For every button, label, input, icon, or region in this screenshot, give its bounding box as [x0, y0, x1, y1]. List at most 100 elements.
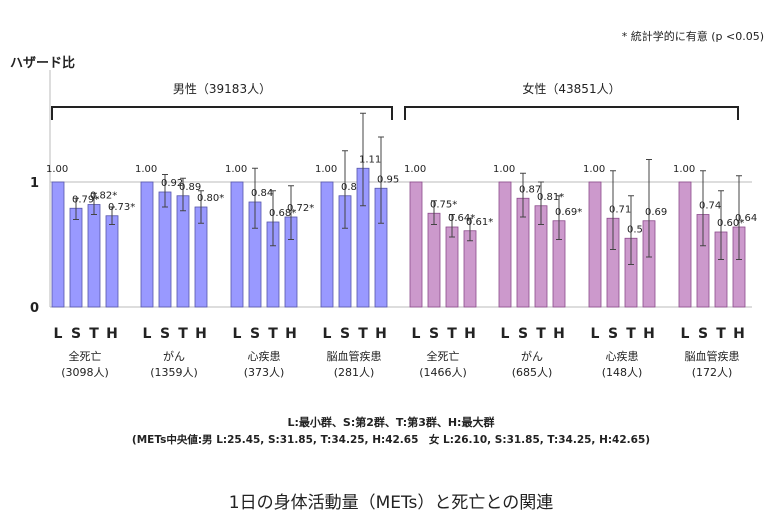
data-label: 0.74: [699, 201, 721, 212]
bar-L: [320, 181, 334, 308]
bar-letter: H: [464, 326, 476, 342]
group-name: 心疾患: [248, 349, 281, 363]
bar-letter: H: [285, 326, 297, 342]
data-label: 0.89: [179, 182, 201, 193]
group-name: 脳血管疾患: [685, 349, 740, 363]
group-count: (172人): [692, 366, 733, 379]
group-count: (3098人): [61, 366, 109, 379]
bar-L: [588, 181, 602, 308]
y-axis-label: ハザード比: [10, 56, 76, 71]
bar-letter: L: [681, 326, 690, 342]
group-name: 心疾患: [606, 349, 639, 363]
bar-letter: L: [233, 326, 242, 342]
significance-note: * 統計学的に有意 (p <0.05): [621, 30, 764, 43]
bar-T: [176, 195, 190, 308]
bar-L: [230, 181, 244, 308]
bar-L: [51, 181, 65, 308]
group-name: がん: [163, 349, 185, 363]
data-label: 0.69: [645, 207, 667, 218]
bar-L: [678, 181, 692, 308]
legend-mets-median: (METs中央値:男 L:25.45, S:31.85, T:34.25, H:…: [131, 434, 651, 446]
group-count: (685人): [512, 366, 553, 379]
data-label: 0.92: [161, 178, 183, 189]
data-label: 1.00: [583, 164, 605, 175]
group-count: (1359人): [150, 366, 198, 379]
bar-T: [87, 204, 101, 308]
group-name: 脳血管疾患: [327, 349, 382, 363]
bar-letter: S: [250, 326, 260, 342]
bar-letter: S: [71, 326, 81, 342]
bar-letter: T: [89, 326, 99, 342]
data-label: 0.84: [251, 188, 273, 199]
bar-letter: T: [447, 326, 457, 342]
bar-letter: H: [195, 326, 207, 342]
bar-letter: T: [358, 326, 368, 342]
bar-letter: T: [268, 326, 278, 342]
bar-letter: H: [106, 326, 118, 342]
bar-letter: H: [553, 326, 565, 342]
bar-letter: T: [716, 326, 726, 342]
chart-title: 1日の身体活動量（METs）と死亡との関連: [228, 493, 554, 513]
data-label: 0.79*: [72, 194, 99, 205]
bar-letter: S: [429, 326, 439, 342]
bar-S: [158, 191, 172, 308]
bar-letter: L: [143, 326, 152, 342]
bar-letter: S: [160, 326, 170, 342]
group-count: (1466人): [419, 366, 467, 379]
bar-H: [105, 215, 119, 308]
data-label: 0.89: [341, 182, 363, 193]
group-name: がん: [521, 349, 543, 363]
bar-letter: L: [501, 326, 510, 342]
panel-label: 男性（39183人）: [173, 82, 271, 96]
data-label: 0.81*: [537, 192, 564, 203]
bar-L: [498, 181, 512, 308]
data-label: 1.00: [225, 164, 247, 175]
data-label: 0.95: [377, 174, 399, 185]
data-label: 0.82*: [90, 191, 117, 202]
bar-letter: S: [518, 326, 528, 342]
bar-letter: S: [340, 326, 350, 342]
bar-letter: L: [412, 326, 421, 342]
legend-groups: L:最小群、S:第2群、T:第3群、H:最大群: [287, 416, 495, 429]
bar-L: [409, 181, 423, 308]
data-label: 1.00: [135, 164, 157, 175]
data-label: 0.75*: [430, 199, 457, 210]
y-tick-label: 1: [30, 176, 39, 191]
bar-H: [463, 230, 477, 308]
bar-letter: T: [536, 326, 546, 342]
data-label: 0.55*: [627, 224, 654, 235]
data-label: 1.00: [673, 164, 695, 175]
panel-bracket: [51, 106, 393, 120]
bar-letter: S: [698, 326, 708, 342]
group-count: (148人): [602, 366, 643, 379]
data-label: 1.00: [404, 164, 426, 175]
data-label: 0.64: [735, 213, 757, 224]
data-label: 1.00: [46, 164, 68, 175]
bar-letter: T: [626, 326, 636, 342]
panel-bracket: [404, 106, 739, 120]
bar-letter: H: [733, 326, 745, 342]
group-count: (373人): [244, 366, 285, 379]
group-name: 全死亡: [427, 349, 460, 363]
data-label: 0.73*: [108, 202, 135, 213]
bar-L: [140, 181, 154, 308]
bar-letter: L: [54, 326, 63, 342]
y-tick-label: 0: [30, 301, 39, 316]
group-count: (281人): [334, 366, 375, 379]
data-label: 0.71: [609, 204, 631, 215]
bar-T: [445, 226, 459, 308]
data-label: 0.68*: [269, 208, 296, 219]
data-label: 1.00: [315, 164, 337, 175]
bar-letter: S: [608, 326, 618, 342]
data-label: 1.11: [359, 154, 381, 165]
data-label: 0.64*: [448, 213, 475, 224]
bar-letter: H: [643, 326, 655, 342]
data-label: 0.72*: [287, 203, 314, 214]
bar-letter: T: [178, 326, 188, 342]
bar-letter: L: [591, 326, 600, 342]
panel-label: 女性（43851人）: [522, 81, 620, 96]
bar-letter: H: [375, 326, 387, 342]
data-label: 0.80*: [197, 193, 224, 204]
bar-letter: L: [323, 326, 332, 342]
